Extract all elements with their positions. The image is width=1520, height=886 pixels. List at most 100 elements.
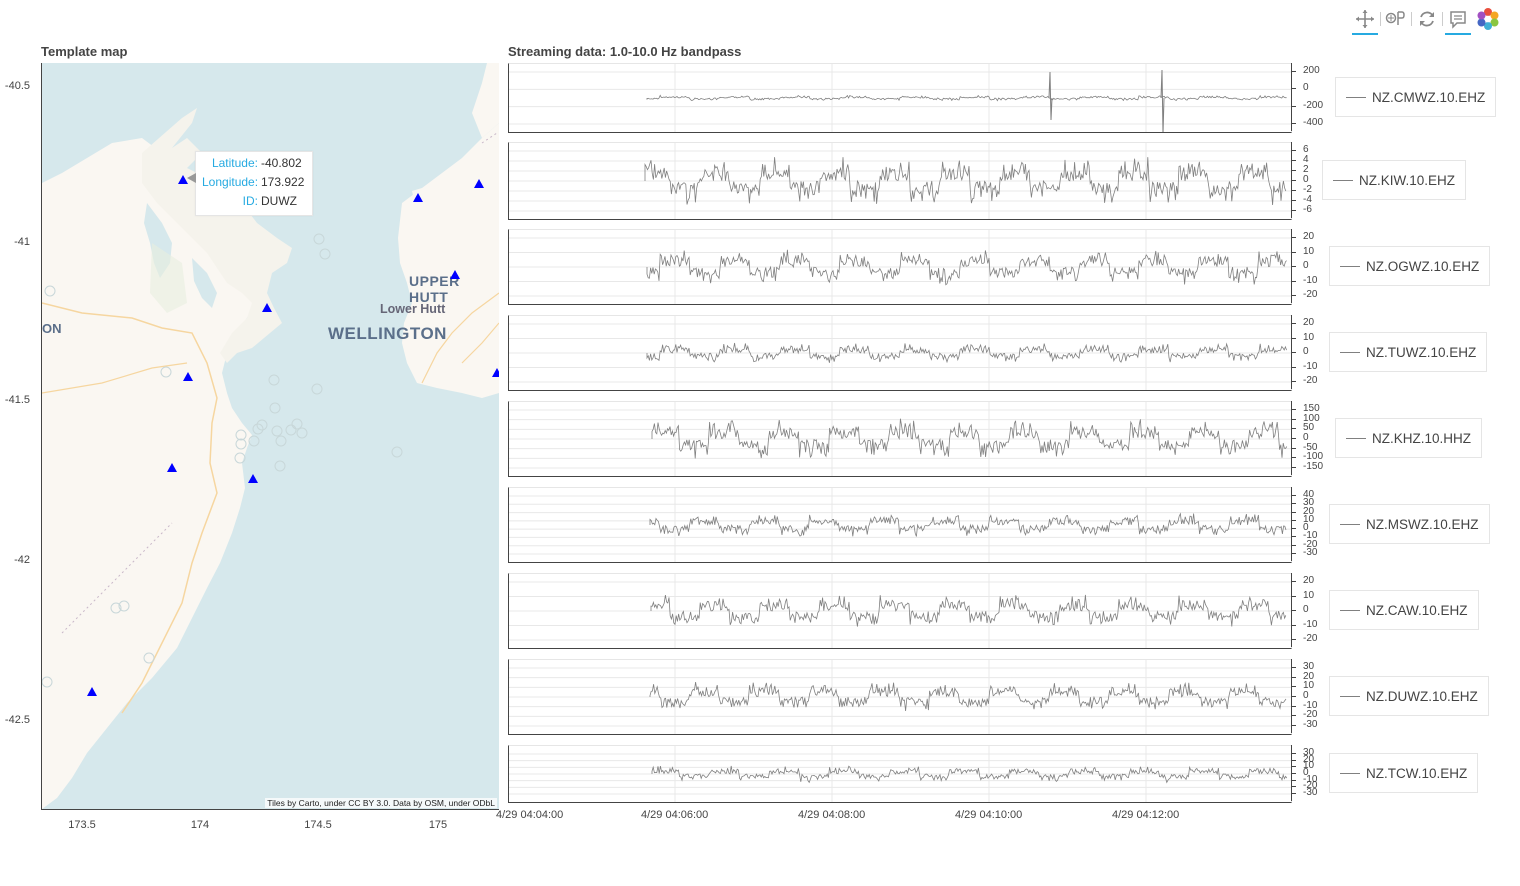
panel-y-tick-label: -30 [1303,547,1318,558]
panel-y-tick-label: 0 [1303,260,1309,271]
legend-label: NZ.OGWZ.10.EHZ [1366,258,1480,274]
pan-tool-button[interactable] [1350,4,1380,35]
tooltip-lon-key: Longitude: [202,175,259,189]
panel-legend[interactable]: NZ.TUWZ.10.EHZ [1329,332,1488,372]
panel-y-tick-label: 20 [1303,505,1315,517]
map-tiles [42,63,499,809]
waveform-plot [509,316,1291,390]
panel-y-tick-label: -30 [1303,719,1318,730]
panel-y-tick-label: 20 [1303,317,1315,328]
station-marker[interactable] [183,372,193,381]
tooltip-id-key: ID: [242,194,258,208]
panel-y-tick-label: 10 [1303,680,1315,692]
tooltip-lon-value: 173.922 [261,175,305,189]
panel-y-tick-label: 6 [1303,144,1309,155]
tooltip-lat-value: -40.802 [261,156,302,170]
time-axis-label: 4/29 04:06:00 [641,809,709,821]
panel-y-tick-label: -6 [1303,204,1312,215]
waveform-panel[interactable] [508,487,1292,563]
reset-tool-button[interactable] [1412,4,1442,34]
legend-label: NZ.DUWZ.10.EHZ [1366,688,1478,704]
waveform-panel[interactable] [508,315,1292,391]
waveform-line [650,594,1287,627]
panel-legend[interactable]: NZ.KHZ.10.HHZ [1335,418,1483,458]
wheel-zoom-icon [1385,11,1405,25]
map-xtick: 174 [190,819,210,831]
waveform-spike [1160,69,1165,132]
panel-y-tick-label: 0 [1303,690,1309,701]
legend-swatch [1333,179,1353,181]
hover-icon [1450,11,1466,29]
panel-y-tick-label: 0 [1303,522,1309,534]
panel-y-tick-label: -20 [1303,538,1318,550]
time-axis-label: 4/29 04:10:00 [955,809,1023,821]
station-marker[interactable] [413,193,423,202]
legend-label: NZ.MSWZ.10.EHZ [1366,516,1479,532]
map-xtick: 173.5 [68,819,96,831]
panel-y-tick-label: -30 [1303,787,1318,798]
panel-legend[interactable]: NZ.CMWZ.10.EHZ [1335,77,1497,117]
panel-legend[interactable]: NZ.KIW.10.EHZ [1322,160,1467,200]
waveform-plot [509,230,1291,304]
waveform-panel[interactable] [508,659,1292,735]
station-marker[interactable] [248,474,258,483]
panel-y-tick-label: -20 [1303,633,1318,644]
legend-swatch [1340,609,1360,611]
waveform-spike [1048,71,1053,121]
waveform-line [646,249,1287,286]
panel-y-tick-label: 0 [1303,604,1309,615]
waveform-panel[interactable] [508,745,1292,803]
map-label-lower-hutt: Lower Hutt [380,302,446,316]
legend-label: NZ.KIW.10.EHZ [1359,172,1456,188]
legend-swatch [1346,437,1366,439]
station-marker[interactable] [492,368,499,377]
panel-legend[interactable]: NZ.TCW.10.EHZ [1329,753,1479,793]
legend-label: NZ.TUWZ.10.EHZ [1366,344,1477,360]
legend-label: NZ.KHZ.10.HHZ [1372,430,1472,446]
panel-y-tick-label: -10 [1303,773,1318,785]
waveform-plot [509,143,1291,219]
template-map[interactable]: UPPER HUTT Lower Hutt WELLINGTON ON Tile… [41,63,499,810]
panel-y-tick-label: 30 [1303,747,1315,758]
wheel-zoom-tool-button[interactable] [1381,4,1411,34]
panel-y-tick-label: 2 [1303,164,1309,175]
panel-y-tick-label: 20 [1303,670,1315,682]
panel-y-tick-label: 10 [1303,513,1315,525]
panel-y-tick-label: -20 [1303,780,1318,792]
panel-legend[interactable]: NZ.OGWZ.10.EHZ [1329,246,1491,286]
panel-y-tick-label: 4 [1303,154,1309,165]
hover-tool-button[interactable] [1443,4,1473,35]
station-marker[interactable] [262,303,272,312]
station-marker[interactable] [178,175,188,184]
waveform-plot [509,402,1291,476]
waveform-panel[interactable] [508,63,1292,133]
panel-y-tick-label: 200 [1303,65,1320,76]
time-axis-label: 4/29 04:08:00 [798,809,866,821]
map-title: Template map [41,44,128,59]
waveform-panel[interactable] [508,401,1292,477]
panel-legend[interactable]: NZ.CAW.10.EHZ [1329,590,1479,630]
panel-y-tick-label: -10 [1303,274,1318,286]
waveform-plot [509,746,1291,802]
station-marker[interactable] [474,179,484,188]
station-marker[interactable] [167,463,177,472]
legend-swatch [1340,351,1360,353]
plot-toolbar [1350,4,1503,35]
map-ytick: -41.5 [4,394,30,406]
panel-legend[interactable]: NZ.MSWZ.10.EHZ [1329,504,1490,544]
bokeh-logo-button[interactable] [1473,4,1503,34]
station-markers [87,175,499,696]
station-marker[interactable] [87,687,97,696]
station-marker[interactable] [450,270,460,279]
panel-y-tick-label: 10 [1303,331,1315,343]
panel-legend[interactable]: NZ.DUWZ.10.EHZ [1329,676,1489,716]
panel-y-tick-label: -4 [1303,194,1312,205]
panel-y-tick-label: -50 [1303,441,1318,453]
panel-y-tick-label: 50 [1303,422,1315,434]
tooltip-id-value: DUWZ [261,194,297,208]
pan-icon [1356,10,1374,28]
waveform-panel[interactable] [508,573,1292,649]
waveform-line [649,682,1287,711]
waveform-panel[interactable] [508,142,1292,220]
waveform-panel[interactable] [508,229,1292,305]
